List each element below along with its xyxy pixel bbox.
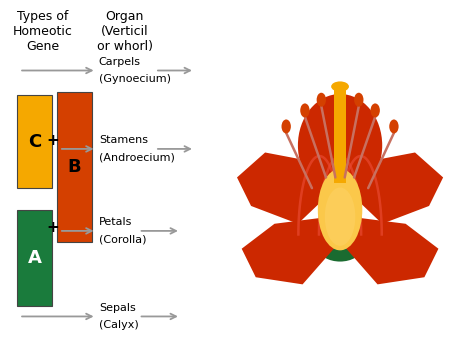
Text: (Corolla): (Corolla)	[99, 235, 146, 244]
Text: (Calyx): (Calyx)	[99, 320, 138, 330]
Ellipse shape	[354, 93, 364, 107]
Ellipse shape	[331, 81, 349, 92]
Polygon shape	[237, 152, 336, 224]
Ellipse shape	[300, 104, 310, 117]
Text: +: +	[46, 220, 59, 235]
Ellipse shape	[268, 226, 318, 261]
Text: C: C	[28, 133, 41, 151]
Polygon shape	[340, 216, 438, 285]
Bar	[334, 88, 346, 183]
Text: (Gynoecium): (Gynoecium)	[99, 74, 171, 84]
Ellipse shape	[317, 93, 326, 107]
Ellipse shape	[362, 226, 412, 261]
Ellipse shape	[325, 188, 356, 246]
Text: B: B	[67, 158, 81, 176]
Text: +: +	[46, 132, 59, 147]
Bar	[57, 92, 92, 241]
Text: Organ
(Verticil
or whorl): Organ (Verticil or whorl)	[97, 10, 153, 53]
Text: Stamens: Stamens	[99, 135, 148, 146]
Ellipse shape	[318, 169, 362, 251]
Polygon shape	[242, 216, 340, 285]
Text: Sepals: Sepals	[99, 303, 136, 313]
Text: (Androecium): (Androecium)	[99, 152, 175, 163]
Ellipse shape	[371, 104, 380, 117]
Ellipse shape	[319, 236, 361, 262]
Text: Carpels: Carpels	[99, 57, 141, 67]
Polygon shape	[345, 152, 443, 224]
Text: Types of
Homeotic
Gene: Types of Homeotic Gene	[13, 10, 73, 53]
Ellipse shape	[298, 94, 382, 197]
Text: Petals: Petals	[99, 217, 132, 227]
Ellipse shape	[282, 119, 291, 134]
Ellipse shape	[389, 119, 399, 134]
Bar	[17, 96, 52, 188]
Bar	[17, 210, 52, 306]
Text: A: A	[27, 249, 41, 267]
